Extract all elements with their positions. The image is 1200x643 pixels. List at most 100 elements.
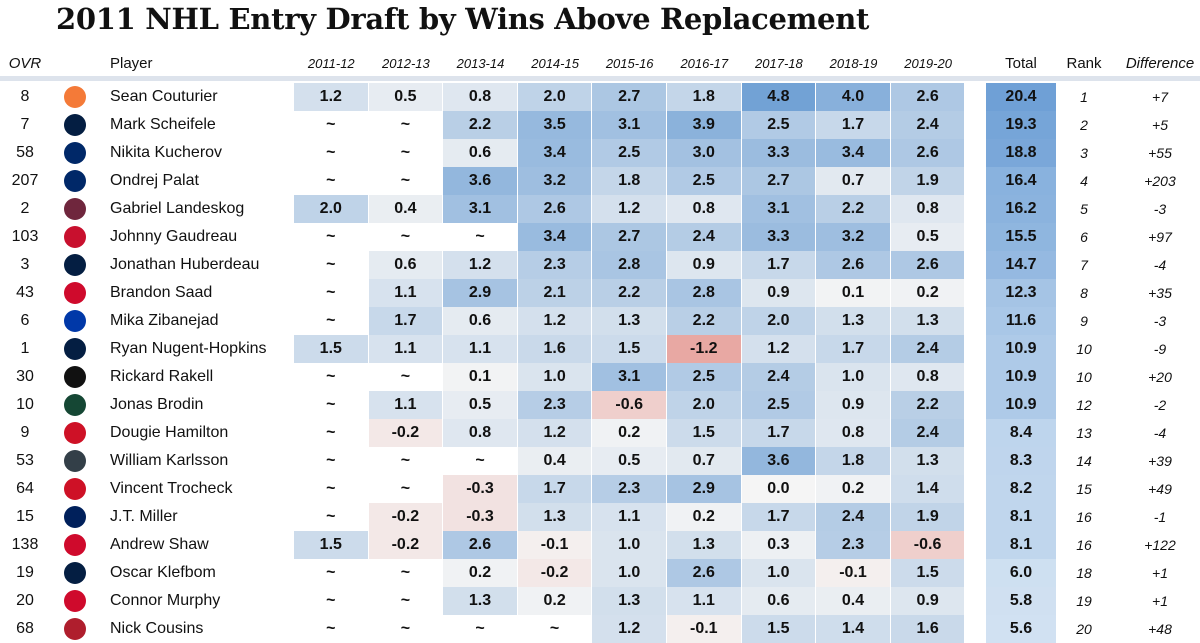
player-name-cell: Rickard Rakell bbox=[110, 368, 214, 385]
ovr-cell: 207 bbox=[11, 172, 39, 189]
difference-cell: +1 bbox=[1152, 565, 1168, 581]
war-value-cell: 1.2 bbox=[741, 335, 816, 363]
ovr-cell: 3 bbox=[20, 256, 30, 273]
ovr-cell: 2 bbox=[20, 200, 30, 217]
golden-knights-logo-icon bbox=[64, 450, 86, 472]
war-value-cell: 1.7 bbox=[517, 475, 592, 503]
war-value-cell: 1.5 bbox=[294, 335, 368, 363]
player-name-cell: Andrew Shaw bbox=[110, 536, 209, 553]
war-value-cell: 0.4 bbox=[517, 447, 592, 475]
war-value-cell: 0.6 bbox=[368, 251, 443, 279]
table-row: 8 Sean Couturier 1.2 0.5 0.8 2.0 2.7 1.8 4.8 4.0 2… bbox=[0, 83, 1200, 111]
war-value-cell: 1.3 bbox=[890, 307, 965, 335]
ovr-cell: 103 bbox=[11, 228, 39, 245]
war-value-cell: 2.3 bbox=[517, 391, 592, 419]
war-value-cell: 0.8 bbox=[816, 419, 890, 447]
war-value-cell: 0.9 bbox=[890, 587, 965, 615]
war-value-cell: 1.3 bbox=[517, 503, 592, 531]
war-value-cell: 1.9 bbox=[890, 167, 965, 195]
war-value-cell: 3.3 bbox=[741, 223, 816, 251]
war-value-cell: ~ bbox=[294, 447, 368, 475]
rank-cell: 20 bbox=[1076, 621, 1092, 637]
war-value-cell: 2.5 bbox=[667, 363, 741, 391]
war-value-cell: 3.3 bbox=[741, 139, 816, 167]
total-cell: 15.5 bbox=[986, 223, 1056, 251]
war-value-cell: 2.6 bbox=[517, 195, 592, 223]
ovr-cell: 6 bbox=[20, 312, 30, 329]
war-value-cell: 0.8 bbox=[890, 195, 965, 223]
jets-logo-icon bbox=[64, 114, 86, 136]
ovr-cell: 1 bbox=[20, 340, 30, 357]
war-value-cell: -0.3 bbox=[443, 503, 517, 531]
blackhawks-logo-icon bbox=[64, 590, 86, 612]
total-cell: 12.3 bbox=[986, 279, 1056, 307]
war-value-cell: ~ bbox=[368, 139, 443, 167]
war-value-cell: 1.0 bbox=[816, 363, 890, 391]
war-value-cell: 0.3 bbox=[741, 531, 816, 559]
header-season: 2017-18 bbox=[755, 55, 803, 71]
ovr-cell: 10 bbox=[16, 396, 34, 413]
war-value-cell: 1.5 bbox=[667, 419, 741, 447]
table-row: 2 Gabriel Landeskog 2.0 0.4 3.1 2.6 1.2 0.8 3.1 2… bbox=[0, 195, 1200, 223]
total-cell: 8.1 bbox=[986, 503, 1056, 531]
war-value-cell: ~ bbox=[368, 587, 443, 615]
total-cell: 5.6 bbox=[986, 615, 1056, 643]
war-value-cell: 1.6 bbox=[890, 615, 965, 643]
war-value-cell: -0.2 bbox=[368, 419, 443, 447]
war-value-cell: 2.6 bbox=[890, 139, 965, 167]
war-value-cell: 2.0 bbox=[741, 307, 816, 335]
difference-cell: +7 bbox=[1152, 89, 1168, 105]
war-value-cell: -0.1 bbox=[517, 531, 592, 559]
war-value-cell: 1.1 bbox=[368, 335, 443, 363]
war-value-cell: 1.5 bbox=[592, 335, 666, 363]
war-value-cell: 3.0 bbox=[667, 139, 741, 167]
war-value-cell: ~ bbox=[368, 167, 443, 195]
header-player: Player bbox=[110, 54, 153, 72]
table-row: 6 Mika Zibanejad ~1.7 0.6 1.2 1.3 2.2 2.0 1.3 1.3… bbox=[0, 307, 1200, 335]
war-value-cell: 0.8 bbox=[443, 419, 517, 447]
ovr-cell: 15 bbox=[16, 508, 34, 525]
player-name-cell: Mika Zibanejad bbox=[110, 312, 219, 329]
war-value-cell: 2.2 bbox=[890, 391, 965, 419]
ovr-cell: 64 bbox=[16, 480, 34, 497]
war-value-cell: 0.2 bbox=[816, 475, 890, 503]
table-row: 10 Jonas Brodin ~1.1 0.5 2.3 -0.6 2.0 2.5 0.9 2.2… bbox=[0, 391, 1200, 419]
war-value-cell: 2.4 bbox=[741, 363, 816, 391]
war-value-cell: 0.1 bbox=[816, 279, 890, 307]
war-value-cell: 2.9 bbox=[667, 475, 741, 503]
total-cell: 8.4 bbox=[986, 419, 1056, 447]
war-value-cell: ~ bbox=[294, 251, 368, 279]
war-value-cell: 4.0 bbox=[816, 83, 890, 111]
rank-cell: 5 bbox=[1080, 201, 1088, 217]
rank-cell: 8 bbox=[1080, 285, 1088, 301]
table-row: 103 Johnny Gaudreau ~ ~ ~3.4 2.7 2.4 3.3 3.2 0.5 1… bbox=[0, 223, 1200, 251]
war-value-cell: 1.7 bbox=[816, 335, 890, 363]
flames-logo-icon bbox=[64, 226, 86, 248]
war-value-cell: 0.2 bbox=[517, 587, 592, 615]
war-value-cell: 1.3 bbox=[890, 447, 965, 475]
canadiens-logo-icon bbox=[64, 618, 86, 640]
war-value-cell: 1.1 bbox=[592, 503, 666, 531]
total-cell: 6.0 bbox=[986, 559, 1056, 587]
avalanche-logo-icon bbox=[64, 198, 86, 220]
header-rank: Rank bbox=[1066, 54, 1102, 72]
war-value-cell: 2.7 bbox=[592, 223, 666, 251]
difference-cell: +35 bbox=[1148, 285, 1172, 301]
war-value-cell: -0.1 bbox=[816, 559, 890, 587]
difference-cell: +20 bbox=[1148, 369, 1172, 385]
total-cell: 10.9 bbox=[986, 391, 1056, 419]
difference-cell: -9 bbox=[1153, 341, 1167, 357]
total-cell: 5.8 bbox=[986, 587, 1056, 615]
war-value-cell: 1.0 bbox=[592, 531, 666, 559]
total-cell: 16.4 bbox=[986, 167, 1056, 195]
war-value-cell: 3.5 bbox=[517, 111, 592, 139]
war-value-cell: ~ bbox=[368, 223, 443, 251]
player-name-cell: Connor Murphy bbox=[110, 592, 221, 609]
war-value-cell: 2.7 bbox=[741, 167, 816, 195]
war-value-cell: 2.8 bbox=[667, 279, 741, 307]
ovr-cell: 20 bbox=[16, 592, 34, 609]
war-value-cell: 2.3 bbox=[517, 251, 592, 279]
war-value-cell: 0.6 bbox=[741, 587, 816, 615]
war-value-cell: 1.3 bbox=[816, 307, 890, 335]
war-value-cell: 0.6 bbox=[443, 307, 517, 335]
